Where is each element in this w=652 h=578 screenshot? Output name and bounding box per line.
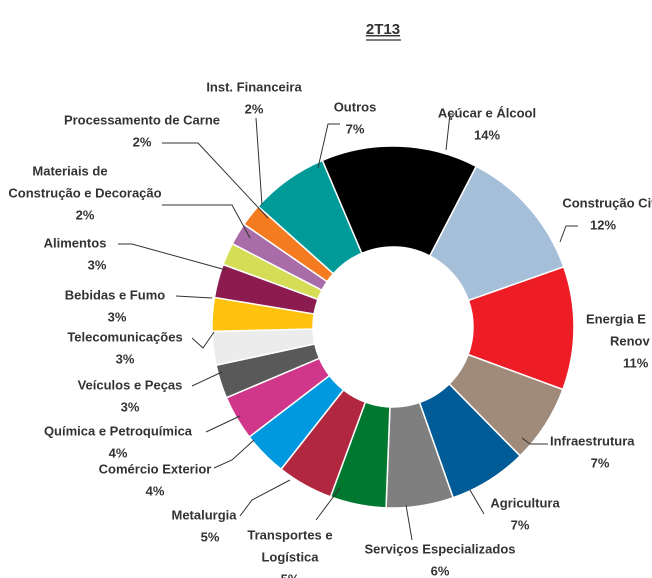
slice-label: Inst. Financeira <box>206 79 302 94</box>
slice-label: Serviços Especializados <box>364 541 515 556</box>
value-label: 12% <box>590 217 616 232</box>
slice-label: Outros <box>334 99 377 114</box>
value-label: 6% <box>431 563 450 578</box>
slice-label: Renov <box>610 333 651 348</box>
slice-label: Açúcar e Álcool <box>438 105 536 120</box>
leader-line <box>317 123 340 169</box>
slice-label: Processamento de Carne <box>64 112 220 127</box>
value-label: 3% <box>88 257 107 272</box>
leader-line <box>175 295 213 299</box>
slice-label: Agricultura <box>490 495 560 510</box>
value-label: 5% <box>201 529 220 544</box>
slice-label: Infraestrutura <box>550 433 635 448</box>
slice-label: Telecomunicações <box>67 329 182 344</box>
leader-line <box>469 489 485 515</box>
value-label: 7% <box>346 121 365 136</box>
slice-label: Bebidas e Fumo <box>65 287 165 302</box>
slice-label: Energia E <box>586 311 646 326</box>
value-label: 4% <box>109 445 128 460</box>
slice-label: Materiais de <box>32 163 107 178</box>
value-label: 5% <box>281 571 300 578</box>
value-label: 3% <box>116 351 135 366</box>
slice-label: Alimentos <box>44 235 107 250</box>
leader-line <box>191 331 215 349</box>
slice-label: Logística <box>261 549 319 564</box>
leader-line <box>255 117 263 206</box>
value-label: 3% <box>121 399 140 414</box>
slice-label: Química e Petroquímica <box>44 423 193 438</box>
slice-label: Construção Civil <box>562 195 652 210</box>
slice <box>321 145 478 257</box>
leader-line <box>239 479 291 517</box>
value-label: 11% <box>623 355 649 370</box>
value-label: 4% <box>146 483 165 498</box>
leader-line <box>405 504 413 541</box>
leader-line <box>205 415 241 433</box>
leader-line <box>162 142 269 219</box>
slice-label: Construção e Decoração <box>8 185 161 200</box>
leader-line <box>118 243 227 271</box>
slice-label: Transportes e <box>247 527 332 542</box>
leader-line <box>315 487 341 521</box>
value-label: 3% <box>108 309 127 324</box>
value-label: 2% <box>76 207 95 222</box>
leader-line <box>559 225 578 243</box>
leader-line <box>191 371 223 387</box>
chart-title: 2T13 <box>366 21 400 38</box>
value-label: 7% <box>511 517 530 532</box>
value-label: 7% <box>591 455 610 470</box>
leader-line <box>162 204 251 239</box>
slice <box>257 159 363 275</box>
value-label: 2% <box>245 101 264 116</box>
value-label: 2% <box>133 134 152 149</box>
leader-line <box>213 439 255 469</box>
slice-label: Veículos e Peças <box>78 377 183 392</box>
leader-line <box>445 113 455 151</box>
slice-label: Metalurgia <box>171 507 237 522</box>
slice-label: Comércio Exterior <box>99 461 212 476</box>
leader-line <box>521 437 548 445</box>
value-label: 14% <box>474 127 500 142</box>
